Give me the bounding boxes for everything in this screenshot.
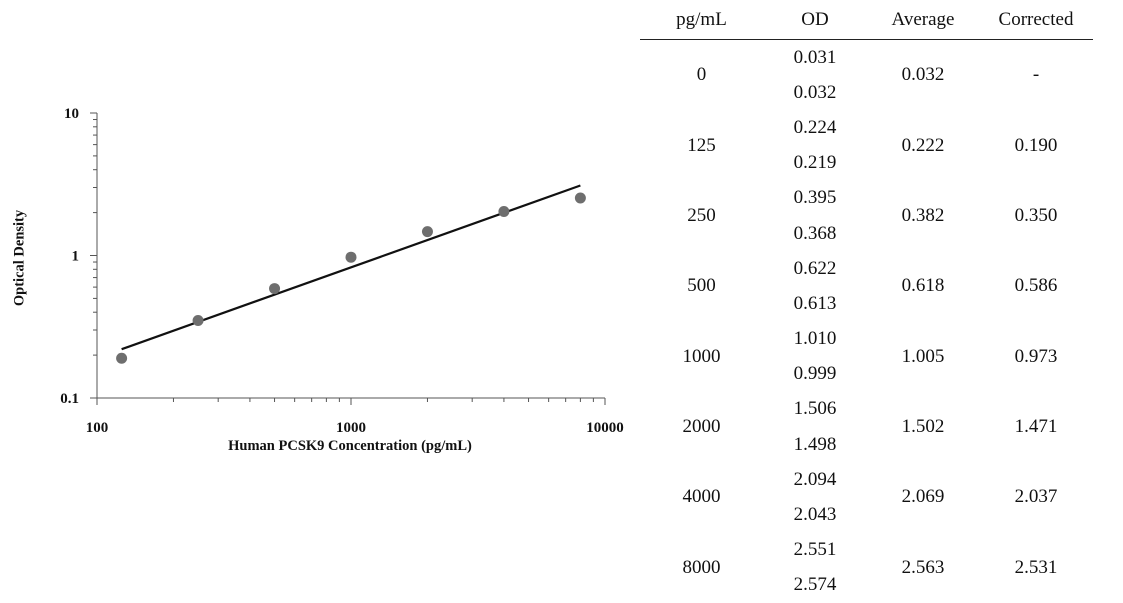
cell-average: 1.502 <box>867 392 979 462</box>
header-od: OD <box>763 0 867 40</box>
cell-concentration: 1000 <box>640 322 763 392</box>
header-concentration: pg/mL <box>640 0 763 40</box>
cell-od: 2.574 <box>763 568 867 603</box>
cell-od: 2.043 <box>763 497 867 532</box>
cell-average: 2.069 <box>867 462 979 532</box>
trendline <box>122 185 581 349</box>
cell-od: 1.010 <box>763 322 867 357</box>
cell-average: 0.382 <box>867 181 979 251</box>
cell-corrected: 0.350 <box>979 181 1093 251</box>
cell-od: 2.551 <box>763 533 867 568</box>
chart-svg: 100 1000 10000 0.1 1 10 <box>0 0 640 600</box>
cell-od: 0.224 <box>763 110 867 145</box>
cell-corrected: 0.973 <box>979 322 1093 392</box>
cell-average: 1.005 <box>867 322 979 392</box>
cell-average: 2.563 <box>867 533 979 603</box>
cell-corrected: 0.586 <box>979 251 1093 321</box>
x-tick-label: 10000 <box>586 420 624 436</box>
cell-od: 0.395 <box>763 181 867 216</box>
y-tick-label: 1 <box>72 249 80 265</box>
header-corrected: Corrected <box>979 0 1093 40</box>
cell-od: 1.506 <box>763 392 867 427</box>
cell-od: 0.613 <box>763 286 867 321</box>
data-point <box>575 193 586 204</box>
cell-od: 0.999 <box>763 357 867 392</box>
x-tick-label: 1000 <box>336 420 366 436</box>
y-tick-label: 0.1 <box>60 391 79 407</box>
data-point <box>498 206 509 217</box>
cell-concentration: 0 <box>640 40 763 111</box>
data-point <box>346 252 357 263</box>
cell-concentration: 250 <box>640 181 763 251</box>
standard-curve-chart: 100 1000 10000 0.1 1 10 Human PCSK9 Concentra… <box>0 0 640 600</box>
cell-concentration: 4000 <box>640 462 763 532</box>
cell-corrected: 2.037 <box>979 462 1093 532</box>
cell-concentration: 125 <box>640 110 763 180</box>
cell-od: 1.498 <box>763 427 867 462</box>
y-axis-label: Optical Density <box>12 210 29 306</box>
table-header-row: pg/mL OD Average Corrected <box>640 0 1093 40</box>
cell-corrected: 0.190 <box>979 110 1093 180</box>
cell-od: 0.032 <box>763 75 867 110</box>
x-tick-label: 100 <box>86 420 109 436</box>
data-point <box>269 283 280 294</box>
cell-concentration: 8000 <box>640 533 763 603</box>
cell-corrected: - <box>979 40 1093 111</box>
data-point <box>116 353 127 364</box>
data-point <box>422 226 433 237</box>
x-axis-label: Human PCSK9 Concentration (pg/mL) <box>100 438 600 455</box>
cell-od: 2.094 <box>763 462 867 497</box>
y-tick-label: 10 <box>64 106 79 122</box>
cell-average: 0.222 <box>867 110 979 180</box>
cell-od: 0.031 <box>763 40 867 76</box>
cell-concentration: 500 <box>640 251 763 321</box>
cell-average: 0.618 <box>867 251 979 321</box>
cell-od: 0.622 <box>763 251 867 286</box>
cell-od: 0.368 <box>763 216 867 251</box>
cell-average: 0.032 <box>867 40 979 111</box>
cell-corrected: 2.531 <box>979 533 1093 603</box>
data-point <box>193 315 204 326</box>
cell-concentration: 2000 <box>640 392 763 462</box>
cell-corrected: 1.471 <box>979 392 1093 462</box>
header-average: Average <box>867 0 979 40</box>
cell-od: 0.219 <box>763 146 867 181</box>
